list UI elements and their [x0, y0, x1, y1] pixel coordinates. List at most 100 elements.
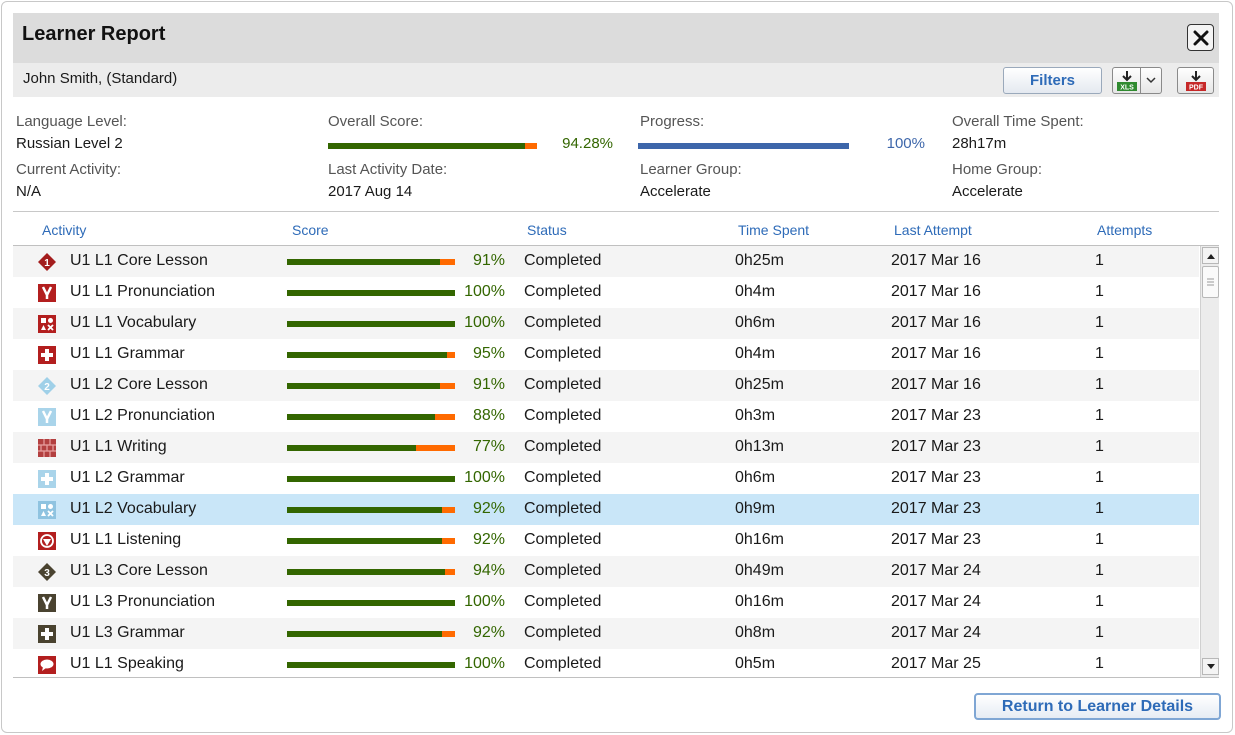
export-options-dropdown[interactable] — [1141, 67, 1162, 94]
table-row[interactable]: U1 L1 Writing 77% Completed 0h13m 2017 Mar 2… — [13, 432, 1199, 463]
scroll-down-button[interactable] — [1202, 658, 1219, 675]
score-bar-fill — [287, 662, 455, 668]
xls-icon-label: XLS — [1120, 84, 1134, 91]
status-text: Completed — [524, 655, 602, 672]
table-row[interactable]: U1 L1 Grammar 95% Completed 0h4m 2017 Mar 16… — [13, 339, 1199, 370]
pronunciation-dark-icon — [38, 594, 56, 612]
pdf-icon-label: PDF — [1189, 84, 1204, 91]
score-percent: 94% — [472, 562, 505, 579]
score-bar-fill — [287, 569, 445, 575]
table-row[interactable]: U1 L1 Speaking 100% Completed 0h5m 2017 Mar … — [13, 649, 1199, 677]
grip-icon — [1207, 278, 1214, 286]
last-activity-label: Last Activity Date: — [328, 161, 448, 178]
grammar-icon — [38, 346, 56, 364]
export-xls-button[interactable]: XLS — [1112, 67, 1141, 94]
attempts-count: 1 — [1095, 500, 1104, 517]
column-header-activity[interactable]: Activity — [42, 222, 87, 238]
table-row[interactable]: U1 L2 Grammar 100% Completed 0h6m 2017 Mar 2… — [13, 463, 1199, 494]
activity-name: U1 L2 Pronunciation — [70, 407, 215, 424]
table-row[interactable]: U1 L3 Pronunciation 100% Completed 0h16m 201… — [13, 587, 1199, 618]
score-percent: 91% — [472, 252, 505, 269]
time-spent: 0h5m — [735, 655, 776, 672]
table-row[interactable]: U1 L3 Grammar 92% Completed 0h8m 2017 Mar 24… — [13, 618, 1199, 649]
learner-group-value: Accelerate — [640, 183, 711, 200]
last-attempt: 2017 Mar 24 — [891, 593, 981, 610]
overall-score-bar — [328, 143, 537, 149]
column-header-status[interactable]: Status — [527, 222, 567, 238]
status-text: Completed — [524, 593, 602, 610]
last-attempt: 2017 Mar 24 — [891, 624, 981, 641]
activity-name: U1 L1 Pronunciation — [70, 283, 215, 300]
return-to-learner-details-button[interactable]: Return to Learner Details — [974, 693, 1221, 720]
overall-score-value: 94.28% — [562, 135, 613, 152]
home-group-label: Home Group: — [952, 161, 1043, 178]
svg-text:2: 2 — [44, 382, 50, 393]
filters-button[interactable]: Filters — [1003, 67, 1102, 94]
export-pdf-button[interactable]: PDF — [1177, 67, 1214, 94]
attempts-count: 1 — [1095, 314, 1104, 331]
scroll-up-button[interactable] — [1202, 247, 1219, 264]
language-level-label: Language Level: — [16, 113, 127, 130]
listening-icon — [38, 532, 56, 550]
table-row[interactable]: U1 L2 Pronunciation 88% Completed 0h3m 2017 … — [13, 401, 1199, 432]
table-row[interactable]: U1 L2 Vocabulary 92% Completed 0h9m 2017 Mar… — [13, 494, 1199, 525]
vocabulary-light-icon — [38, 501, 56, 519]
grammar-light-icon — [38, 470, 56, 488]
dialog-title: Learner Report — [22, 23, 166, 45]
scroll-thumb[interactable] — [1202, 266, 1219, 298]
table-row[interactable]: 3 U1 L3 Core Lesson 94% Completed 0h49m 2017 … — [13, 556, 1199, 587]
table-row[interactable]: U1 L1 Listening 92% Completed 0h16m 2017 Mar… — [13, 525, 1199, 556]
core-lesson-1-icon: 1 — [38, 253, 56, 271]
last-attempt: 2017 Mar 16 — [891, 345, 981, 362]
status-text: Completed — [524, 531, 602, 548]
writing-icon — [38, 439, 56, 457]
attempts-count: 1 — [1095, 593, 1104, 610]
table-row[interactable]: U1 L1 Pronunciation 100% Completed 0h4m 2017… — [13, 277, 1199, 308]
time-spent: 0h25m — [735, 252, 784, 269]
table-row[interactable]: 2 U1 L2 Core Lesson 91% Completed 0h25m 2017 … — [13, 370, 1199, 401]
status-text: Completed — [524, 314, 602, 331]
status-text: Completed — [524, 624, 602, 641]
language-level-value: Russian Level 2 — [16, 135, 123, 152]
score-bar-fill — [287, 321, 455, 327]
column-header-attempts[interactable]: Attempts — [1097, 222, 1153, 238]
activity-name: U1 L3 Core Lesson — [70, 562, 208, 579]
activity-name: U1 L2 Grammar — [70, 469, 185, 486]
score-bar-fill — [287, 507, 442, 513]
column-header-score[interactable]: Score — [292, 222, 329, 238]
time-spent: 0h4m — [735, 283, 776, 300]
table-row[interactable]: U1 L1 Vocabulary 100% Completed 0h6m 2017 Ma… — [13, 308, 1199, 339]
table-scrollbar[interactable] — [1200, 246, 1219, 677]
status-text: Completed — [524, 376, 602, 393]
attempts-count: 1 — [1095, 562, 1104, 579]
score-bar — [287, 352, 455, 358]
attempts-count: 1 — [1095, 252, 1104, 269]
progress-bar-fill — [638, 143, 849, 149]
score-bar-fill — [287, 631, 442, 637]
chevron-down-icon — [1146, 77, 1156, 84]
score-percent: 88% — [472, 407, 505, 424]
score-bar — [287, 383, 455, 389]
column-header-last-attempt[interactable]: Last Attempt — [894, 222, 972, 238]
pronunciation-light-icon — [38, 408, 56, 426]
score-bar-fill — [287, 290, 455, 296]
vocabulary-icon — [38, 315, 56, 333]
score-percent: 100% — [464, 469, 505, 486]
status-text: Completed — [524, 407, 602, 424]
table-row[interactable]: 1 U1 L1 Core Lesson 91% Completed 0h25m 2017 … — [13, 246, 1199, 277]
speaking-icon — [38, 656, 56, 674]
activity-name: U1 L1 Vocabulary — [70, 314, 197, 331]
score-bar-fill — [287, 538, 442, 544]
learner-group-label: Learner Group: — [640, 161, 742, 178]
grammar-dark-icon — [38, 625, 56, 643]
last-activity-value: 2017 Aug 14 — [328, 183, 413, 200]
time-spent: 0h49m — [735, 562, 784, 579]
attempts-count: 1 — [1095, 655, 1104, 672]
score-bar — [287, 414, 455, 420]
score-bar — [287, 569, 455, 575]
close-button[interactable] — [1187, 24, 1214, 51]
activity-name: U1 L2 Core Lesson — [70, 376, 208, 393]
column-header-time-spent[interactable]: Time Spent — [738, 222, 810, 238]
score-percent: 92% — [472, 500, 505, 517]
